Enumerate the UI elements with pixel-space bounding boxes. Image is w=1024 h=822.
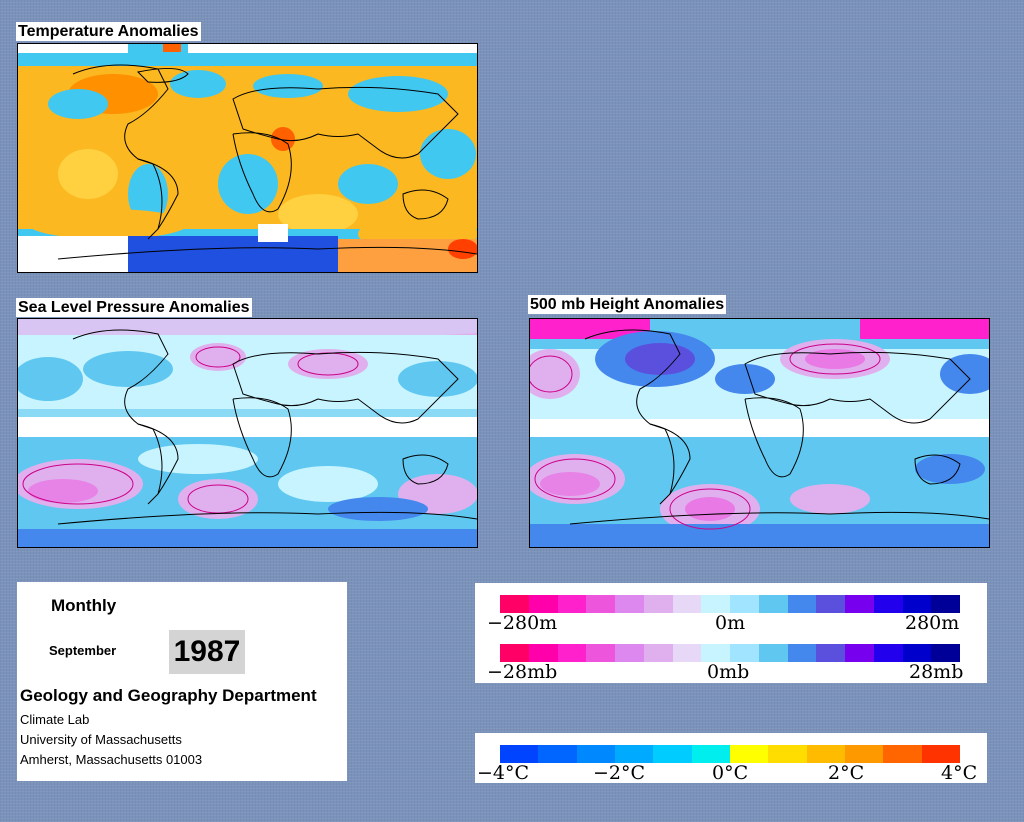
- height-swatch-9: [758, 595, 788, 613]
- height-label-zero: 0m: [715, 612, 746, 634]
- address-line-2: University of Massachusetts: [20, 732, 182, 747]
- height-swatch-7: [701, 595, 730, 613]
- pressure-swatch-2: [557, 644, 587, 662]
- height-swatch-14: [902, 595, 932, 613]
- height-swatch-13: [873, 595, 903, 613]
- height-anomaly-map: [529, 318, 990, 548]
- address-line-3: Amherst, Massachusetts 01003: [20, 752, 203, 767]
- height-swatch-12: [845, 595, 874, 613]
- temperature-swatch-10: [883, 745, 922, 763]
- temperature-label-minus4: −4°C: [477, 762, 530, 784]
- pressure-swatch-3: [586, 644, 615, 662]
- temperature-swatch-4: [653, 745, 692, 763]
- pressure-swatch-6: [672, 644, 702, 662]
- year-badge: 1987: [169, 630, 245, 674]
- height-swatch-15: [931, 595, 960, 613]
- height-label-min: −280m: [487, 612, 558, 634]
- pressure-label-min: −28mb: [487, 661, 558, 683]
- pressure-map-title: Sea Level Pressure Anomalies: [16, 298, 252, 317]
- period-label: Monthly: [51, 596, 117, 615]
- pressure-swatch-4: [615, 644, 644, 662]
- temperature-swatch-9: [844, 745, 884, 763]
- pressure-swatch-5: [643, 644, 673, 662]
- pressure-label-zero: 0mb: [707, 661, 750, 683]
- height-swatch-0: [500, 595, 529, 613]
- height-swatch-11: [816, 595, 845, 613]
- temperature-color-bar: [500, 745, 960, 763]
- temperature-anomaly-map: [17, 43, 478, 273]
- height-swatch-6: [672, 595, 702, 613]
- month-label: September: [49, 643, 117, 658]
- department-name: Geology and Geography Department: [20, 686, 317, 705]
- pressure-swatch-15: [931, 644, 960, 662]
- height-label-max: 280m: [905, 612, 960, 634]
- pressure-color-bar: [500, 644, 960, 662]
- height-swatch-4: [615, 595, 644, 613]
- temperature-label-plus4: 4°C: [941, 762, 978, 784]
- temperature-legend: −4°C −2°C 0°C 2°C 4°C: [475, 733, 987, 784]
- pressure-swatch-10: [787, 644, 817, 662]
- temperature-label-minus2: −2°C: [593, 762, 646, 784]
- pressure-swatch-7: [701, 644, 730, 662]
- height-swatch-2: [557, 595, 587, 613]
- pressure-swatch-11: [816, 644, 845, 662]
- temperature-swatch-8: [806, 745, 845, 763]
- height-swatch-3: [586, 595, 615, 613]
- pressure-swatch-12: [845, 644, 874, 662]
- temperature-map-title: Temperature Anomalies: [16, 22, 201, 41]
- height-swatch-10: [787, 595, 817, 613]
- temperature-swatch-6: [729, 745, 769, 763]
- height-map-title: 500 mb Height Anomalies: [528, 295, 727, 314]
- pressure-swatch-14: [902, 644, 932, 662]
- temperature-swatch-1: [538, 745, 577, 763]
- temperature-label-plus2: 2°C: [828, 762, 865, 784]
- height-swatch-1: [528, 595, 558, 613]
- info-panel: Monthly September 1987 Geology and Geogr…: [17, 582, 347, 781]
- pressure-label-max: 28mb: [909, 661, 964, 683]
- temperature-swatch-5: [691, 745, 730, 763]
- temperature-swatch-3: [614, 745, 654, 763]
- height-swatch-5: [643, 595, 673, 613]
- anomaly-legend: −280m 0m 280m −28mb 0mb 28mb: [475, 583, 987, 683]
- temperature-swatch-2: [576, 745, 615, 763]
- pressure-swatch-8: [730, 644, 759, 662]
- height-swatch-8: [730, 595, 759, 613]
- height-color-bar: [500, 595, 960, 613]
- pressure-swatch-0: [500, 644, 529, 662]
- temperature-swatch-7: [768, 745, 807, 763]
- pressure-swatch-1: [528, 644, 558, 662]
- address-line-1: Climate Lab: [20, 712, 90, 727]
- temperature-swatch-0: [500, 745, 539, 763]
- pressure-anomaly-map: [17, 318, 478, 548]
- pressure-swatch-13: [873, 644, 903, 662]
- temperature-label-zero: 0°C: [712, 762, 749, 784]
- pressure-swatch-9: [758, 644, 788, 662]
- temperature-swatch-11: [921, 745, 960, 763]
